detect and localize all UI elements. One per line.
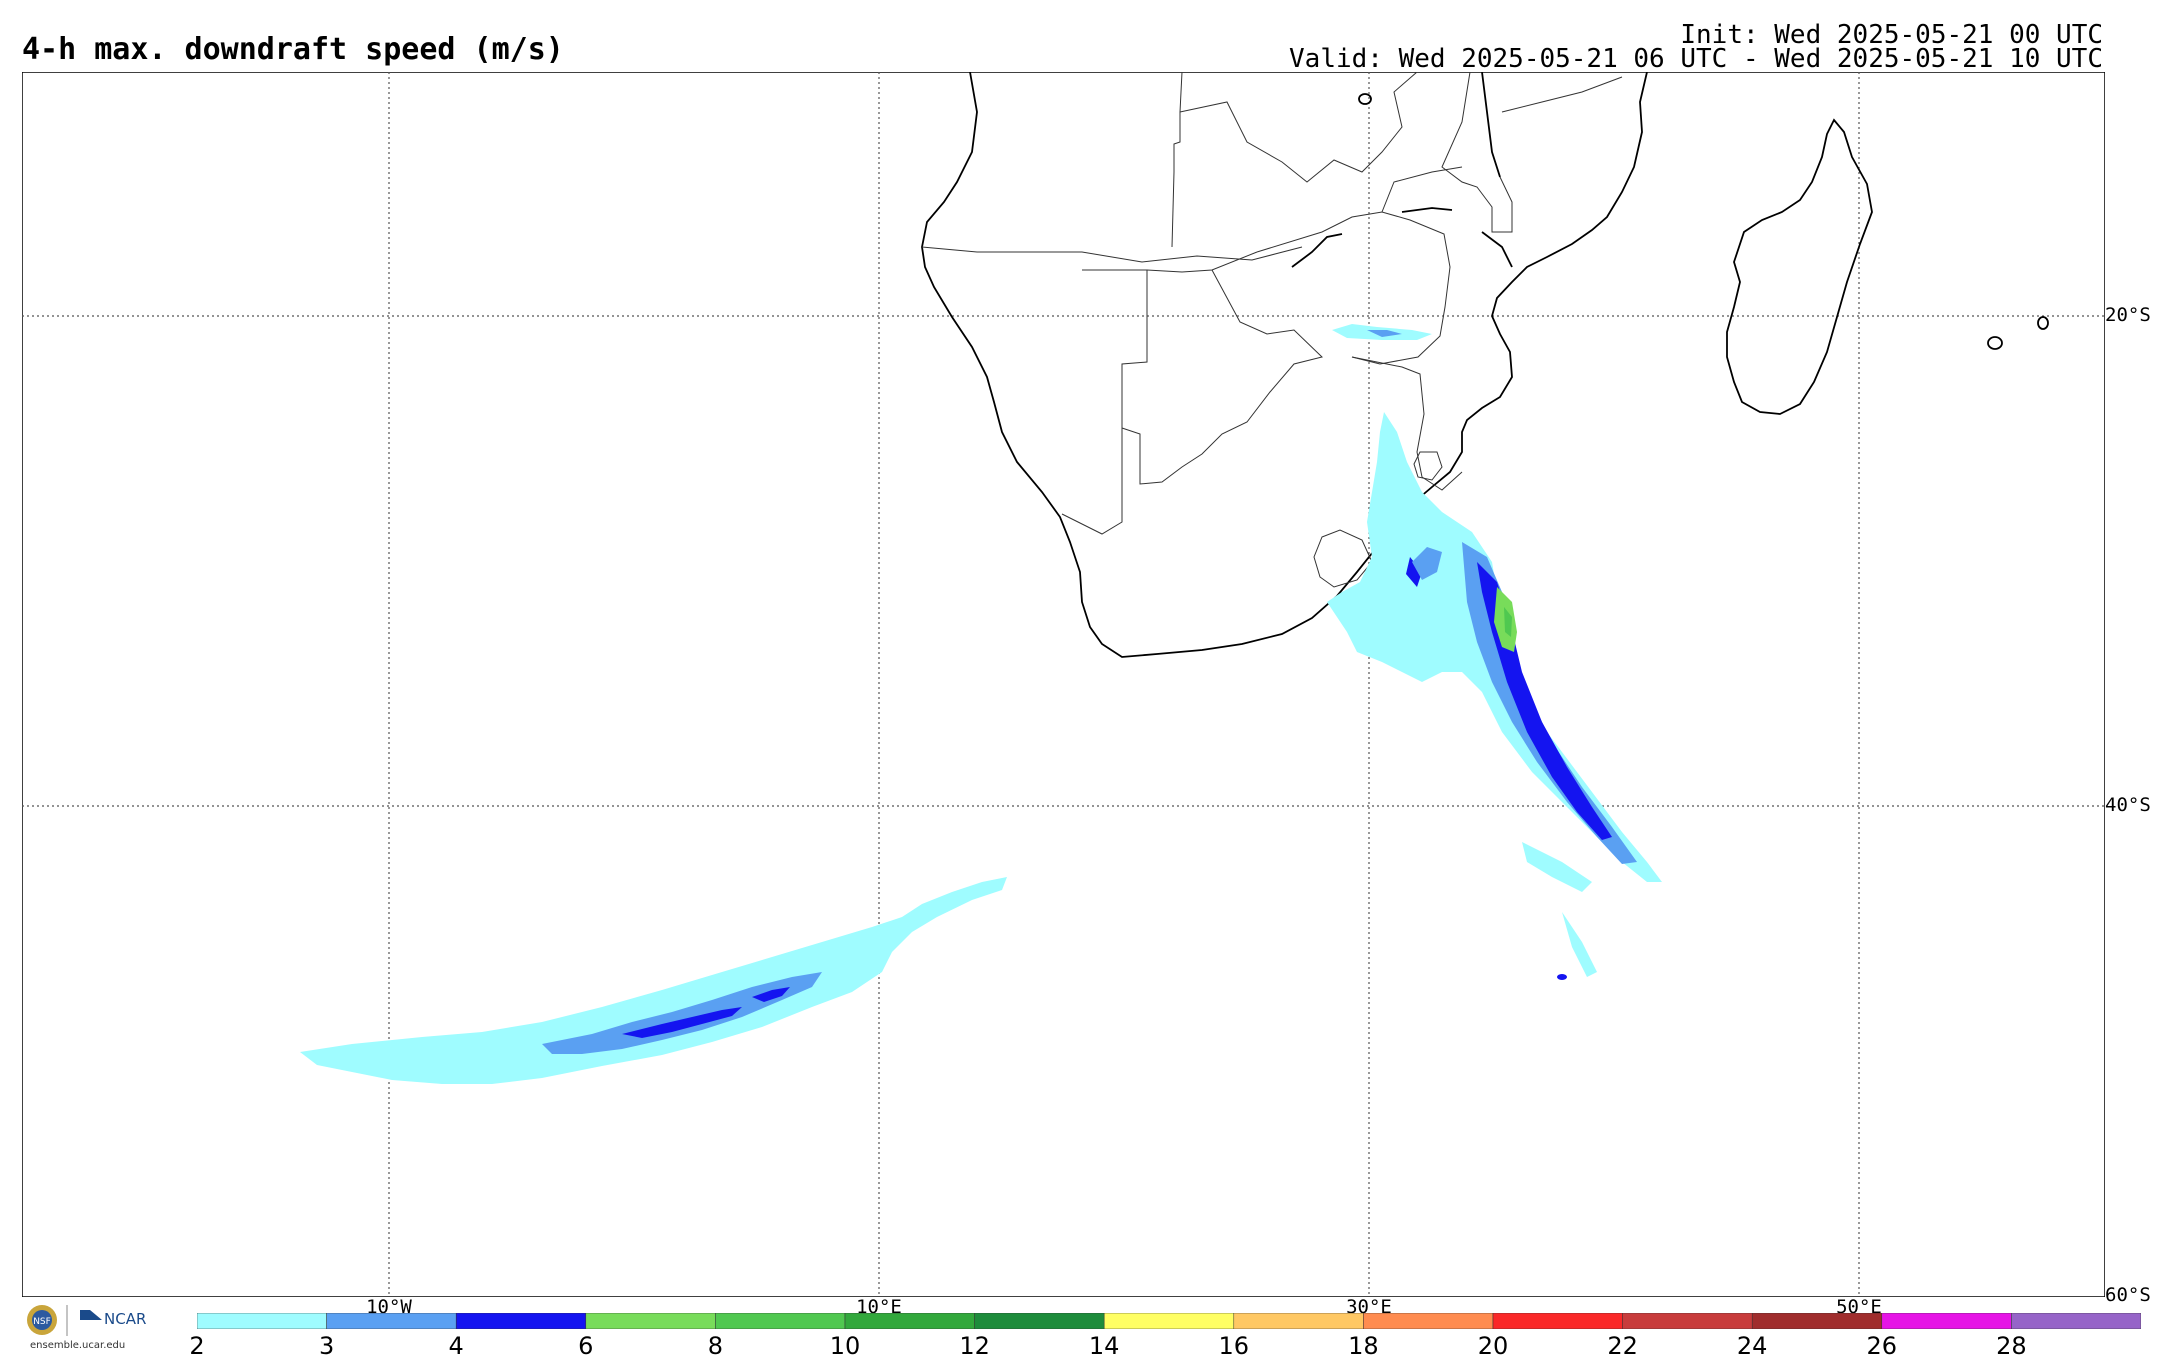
init-time: Init: Wed 2025-05-21 00 UTC	[1680, 20, 2103, 50]
colorbar-tick-label: 26	[1866, 1332, 1898, 1360]
colorbar-tick-label: 16	[1218, 1332, 1250, 1360]
colorbar-tick-label: 24	[1736, 1332, 1768, 1360]
colorbar-tick-label: 20	[1477, 1332, 1509, 1360]
border-namibia-botswana	[1082, 251, 1258, 273]
border-angola-south	[921, 246, 1303, 263]
plume-level-8	[1504, 607, 1512, 637]
lon-label-50e: 50°E	[1836, 1296, 1882, 1318]
lake-kariba	[1291, 233, 1343, 268]
border-tanzania	[1501, 76, 1623, 113]
colorbar-swatch	[974, 1313, 1105, 1329]
border-mozambique-north	[1381, 166, 1463, 213]
border-mozambique-west	[1351, 356, 1463, 491]
colorbar-swatch	[1363, 1313, 1494, 1329]
zimbabwe-cell-core	[1367, 330, 1402, 337]
cahora-bassa	[1401, 207, 1453, 213]
ncar-text: NCAR	[104, 1310, 146, 1328]
border-botswana	[1121, 269, 1323, 485]
plume-near-coast-level-4	[1406, 557, 1422, 587]
colorbar-tick-label: 12	[959, 1332, 990, 1360]
border-angola-east	[1171, 112, 1181, 248]
colorbar-tick-label: 2	[189, 1332, 205, 1360]
lat-label-20s: 20°S	[2105, 304, 2151, 326]
colorbar-swatch	[326, 1313, 457, 1329]
nsf-ncar-logo: NSF NCAR	[27, 1305, 146, 1336]
colorbar-swatch	[2011, 1313, 2141, 1329]
colorbar-tick-label: 14	[1088, 1332, 1120, 1360]
colorbar-tick-label: 28	[1996, 1332, 2027, 1360]
band-sw-level-3	[542, 972, 822, 1054]
map-title: 4-h max. downdraft speed (m/s)	[22, 32, 564, 67]
map-frame	[22, 72, 2105, 1297]
lat-label-40s: 40°S	[2105, 794, 2151, 816]
colorbar	[197, 1313, 2141, 1329]
map-panel[interactable]	[22, 72, 2105, 1297]
colorbar-tick-label: 4	[448, 1332, 464, 1360]
coastlines	[921, 72, 2049, 658]
band-sw-level-2	[300, 877, 1007, 1084]
colorbar-swatch	[585, 1313, 716, 1329]
reunion-island	[2037, 316, 2049, 330]
border-namibia-east	[1061, 270, 1148, 535]
south-streaks	[1522, 842, 1592, 892]
colorbar-swatch	[715, 1313, 846, 1329]
lower-zambezi	[1481, 231, 1513, 268]
border-lesotho	[1313, 529, 1373, 588]
colorbar-swatch	[1492, 1313, 1623, 1329]
border-malawi	[1441, 72, 1513, 233]
south-streaks-b	[1562, 912, 1597, 977]
site-url: ensemble.ucar.edu	[30, 1340, 126, 1351]
lon-label-10w: 10°W	[366, 1296, 412, 1318]
ncar-mark-icon	[80, 1310, 102, 1320]
colorbar-tick-label: 3	[318, 1332, 335, 1360]
colorbar-swatch	[1233, 1313, 1364, 1329]
colorbar-tick-label: 8	[707, 1332, 724, 1360]
downdraft-field	[300, 324, 1662, 1084]
nsf-text: NSF	[33, 1317, 51, 1327]
mauritius	[1987, 336, 2003, 350]
colorbar-tick-label: 18	[1348, 1332, 1379, 1360]
lat-label-60s: 60°S	[2105, 1284, 2151, 1306]
border-zimbabwe	[1256, 211, 1451, 365]
colorbar-swatch	[455, 1313, 587, 1329]
plume-near-coast-level-3	[1412, 547, 1442, 580]
colorbar-swatch	[1622, 1313, 1753, 1329]
lon-label-30e: 30°E	[1346, 1296, 1392, 1318]
band-sw-level-4b	[752, 987, 790, 1002]
colorbar-tick-label: 22	[1607, 1332, 1638, 1360]
band-sw-level-4	[622, 1007, 742, 1038]
graticule	[22, 72, 2105, 1297]
colorbar-tick-label: 6	[578, 1332, 594, 1360]
small-cell	[1557, 974, 1567, 980]
colorbar-swatch	[1881, 1313, 2012, 1329]
colorbar-tick-label: 10	[829, 1332, 861, 1360]
lake-malawi-north	[1358, 93, 1372, 105]
madagascar	[1726, 118, 1873, 415]
colorbar-swatch	[844, 1313, 975, 1329]
valid-time: Valid: Wed 2025-05-21 06 UTC - Wed 2025-…	[1289, 44, 2103, 74]
colorbar-swatch	[1103, 1313, 1235, 1329]
lake-malawi	[1481, 72, 1501, 178]
colorbar-swatch	[197, 1313, 327, 1329]
border-zambia	[1179, 72, 1418, 183]
colorbar-swatch	[1751, 1313, 1883, 1329]
lon-label-10e: 10°E	[856, 1296, 902, 1318]
border-eswatini	[1413, 451, 1443, 481]
africa-west-coast	[921, 72, 1648, 658]
country-borders	[921, 72, 1623, 588]
